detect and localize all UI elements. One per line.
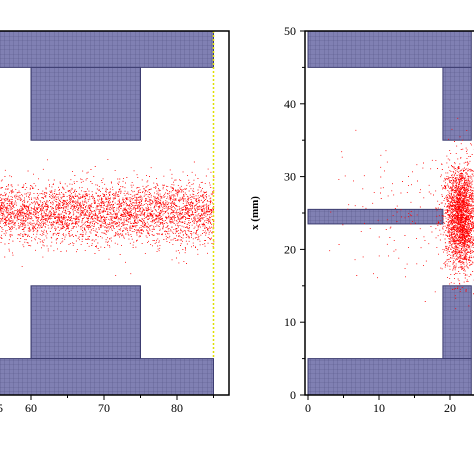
- right-x-tick-label: 0: [305, 401, 311, 415]
- right-y-tick-label: 30: [284, 170, 296, 184]
- wall-top-bar: [307, 30, 472, 68]
- left-x-tick-label-partial: 5: [0, 401, 3, 415]
- wall-top-bar: [0, 30, 214, 68]
- left-x-tick-label: 80: [171, 401, 183, 415]
- right-y-tick-label: 20: [284, 242, 296, 256]
- right-y-tick-label: 50: [284, 24, 296, 38]
- wall-nozzle: [307, 208, 444, 225]
- cloud-particles: [329, 117, 474, 310]
- wall-bottom-bar: [307, 358, 472, 396]
- wall-top-block: [442, 66, 472, 141]
- right-y-tick-label: 10: [284, 315, 296, 329]
- jet-particles: [0, 158, 215, 276]
- wall-bottom-block: [30, 285, 141, 360]
- left-panel: 60 70 80 5: [0, 30, 230, 415]
- wall-bottom-bar: [0, 358, 214, 396]
- right-panel: 0 10 20 0 10 20 30 40 50 x (mm): [249, 24, 474, 415]
- left-walls: [0, 30, 214, 396]
- left-particle-jet: [0, 158, 215, 276]
- left-x-axis: 60 70 80 5: [0, 395, 214, 415]
- right-walls: [307, 30, 472, 396]
- right-y-tick-label: 0: [290, 388, 296, 402]
- right-x-tick-label: 20: [444, 401, 456, 415]
- left-x-tick-label: 60: [25, 401, 37, 415]
- right-x-axis: 0 10 20: [305, 395, 456, 415]
- y-axis-label: x (mm): [249, 196, 261, 230]
- right-y-tick-label: 40: [284, 97, 296, 111]
- wall-top-block: [30, 66, 141, 141]
- right-particle-cloud: [329, 117, 474, 310]
- left-x-tick-label: 70: [98, 401, 110, 415]
- right-y-axis: 0 10 20 30 40 50: [284, 24, 305, 402]
- right-x-tick-label: 10: [373, 401, 385, 415]
- left-plot-frame: [0, 30, 230, 396]
- wall-bottom-block: [442, 285, 472, 360]
